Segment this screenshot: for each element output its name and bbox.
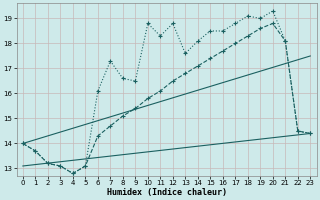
X-axis label: Humidex (Indice chaleur): Humidex (Indice chaleur)	[107, 188, 227, 197]
